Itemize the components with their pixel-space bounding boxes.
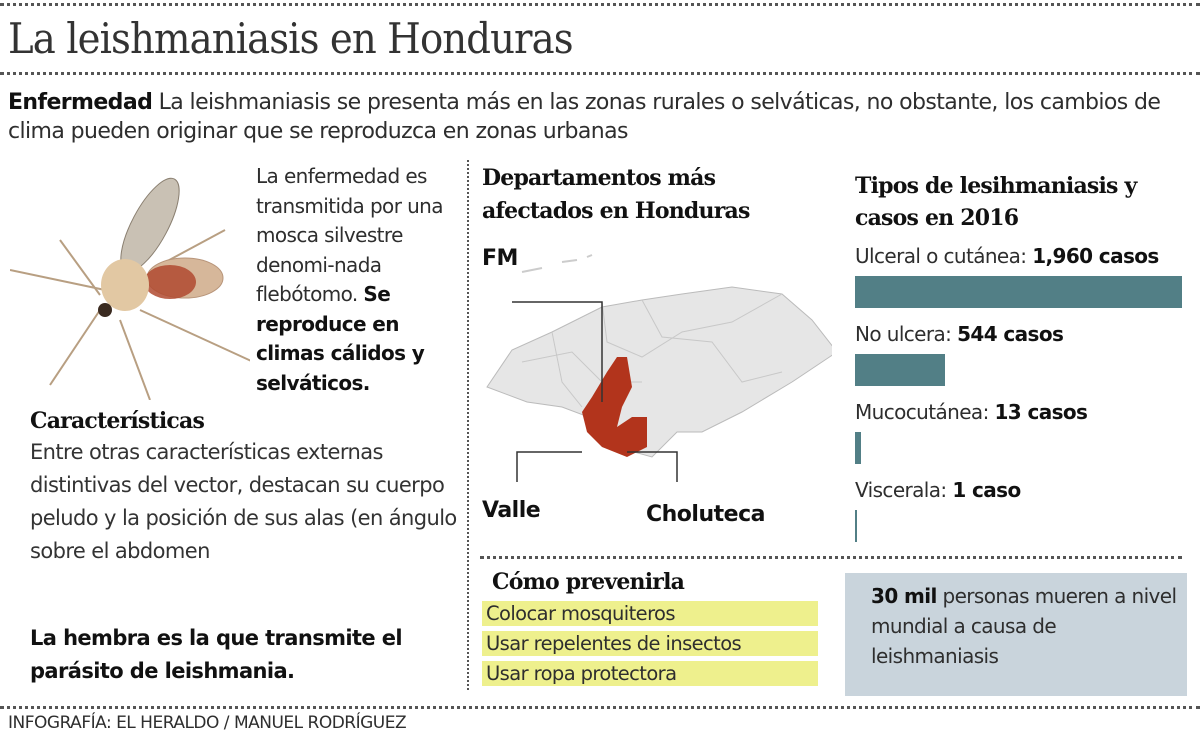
bar-mucocutanea bbox=[855, 432, 861, 464]
vector-bold: Se reproduce en climas cálidos y selváti… bbox=[256, 282, 425, 395]
stat-text: personas mueren a nivel mundial a causa … bbox=[871, 584, 1177, 668]
credit-line: INFOGRAFÍA: EL HERALDO / MANUEL RODRÍGUE… bbox=[8, 713, 407, 733]
characteristics-section: Características Entre otras característi… bbox=[30, 408, 460, 568]
value-label: 1 caso bbox=[952, 478, 1021, 502]
characteristics-text: Entre otras características externas dis… bbox=[30, 440, 457, 563]
chart-heading: Tipos de lesihmaniasis y casos en 2016 bbox=[855, 173, 1137, 231]
bar-no-ulcera bbox=[855, 354, 945, 386]
category-label: Ulceral o cutánea: bbox=[855, 244, 1033, 268]
column-divider bbox=[467, 160, 469, 690]
stat-number: 30 mil bbox=[871, 584, 937, 608]
chart-label-3: Viscerala: 1 caso bbox=[855, 478, 1200, 502]
characteristics-heading: Características bbox=[30, 408, 205, 434]
cases-chart: Tipos de lesihmaniasis y casos en 2016 U… bbox=[855, 170, 1200, 542]
value-label: 1,960 casos bbox=[1032, 244, 1159, 268]
prevention-item: Usar repelentes de insectos bbox=[482, 631, 818, 656]
prevention-item: Usar ropa protectora bbox=[482, 661, 818, 686]
category-label: Viscerala: bbox=[855, 478, 953, 502]
map-label-fm: FM bbox=[482, 246, 518, 271]
map-label-choluteca: Choluteca bbox=[646, 502, 765, 527]
intro-body: La leishmaniasis se presenta más en las … bbox=[8, 90, 1161, 144]
category-label: No ulcera: bbox=[855, 322, 958, 346]
map-section: Departamentos más afectados en Honduras … bbox=[482, 162, 832, 542]
top-divider bbox=[0, 3, 1200, 6]
prevention-item: Colocar mosquiteros bbox=[482, 601, 818, 626]
footer-divider bbox=[0, 706, 1200, 709]
page-title: La leishmaniasis en Honduras bbox=[8, 14, 574, 63]
vector-text: La enfermedad es transmitida por una mos… bbox=[256, 164, 443, 306]
deaths-stat-box: 30 mil personas mueren a nivel mundial a… bbox=[845, 573, 1187, 696]
prevention-heading: Cómo prevenirla bbox=[492, 569, 685, 595]
chart-label-0: Ulceral o cutánea: 1,960 casos bbox=[855, 244, 1200, 268]
map-heading: Departamentos más afectados en Honduras bbox=[482, 165, 750, 224]
vector-description: La enfermedad es transmitida por una mos… bbox=[256, 162, 466, 398]
bar-ulceral bbox=[855, 276, 1182, 308]
value-label: 13 casos bbox=[994, 400, 1088, 424]
prevention-divider bbox=[480, 556, 1182, 559]
map-label-valle: Valle bbox=[482, 498, 541, 523]
title-divider bbox=[0, 72, 1200, 75]
intro-lead: Enfermedad bbox=[8, 90, 153, 115]
honduras-map bbox=[486, 254, 832, 482]
chart-label-1: No ulcera: 544 casos bbox=[855, 322, 1200, 346]
sandfly-image bbox=[10, 177, 250, 400]
value-label: 544 casos bbox=[957, 322, 1064, 346]
bar-viscerala bbox=[855, 510, 857, 542]
female-note: La hembra es la que transmite el parásit… bbox=[30, 626, 403, 683]
category-label: Mucocutánea: bbox=[855, 400, 995, 424]
chart-label-2: Mucocutánea: 13 casos bbox=[855, 400, 1200, 424]
intro-text: Enfermedad La leishmaniasis se presenta … bbox=[8, 88, 1198, 146]
prevention-section: Cómo prevenirla Colocar mosquiteros Usar… bbox=[482, 568, 827, 686]
